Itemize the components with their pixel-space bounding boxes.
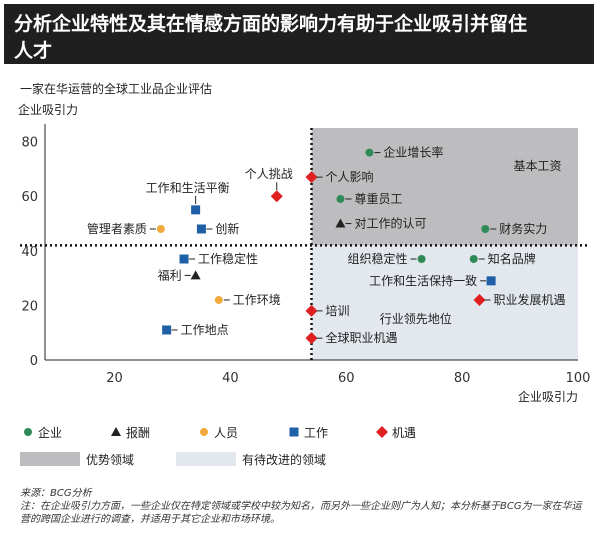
data-point — [486, 276, 496, 286]
title-line-2: 人才 — [14, 40, 53, 62]
x-tick-label: 40 — [222, 371, 239, 386]
data-point — [417, 255, 426, 264]
y-tick-label: 0 — [30, 354, 38, 369]
source-note: 来源：BCG分析 注：在企业吸引力方面，一些企业仅在特定领域或学校中较为知名，而… — [20, 487, 590, 526]
legend-label: 优势领域 — [86, 453, 134, 467]
legend-swatch-improve — [176, 452, 236, 466]
legend-label: 机遇 — [392, 426, 416, 440]
note-line: 注：在企业吸引力方面，一些企业仅在特定领域或学校中较为知名，而另外一些企业则广为… — [20, 501, 582, 525]
data-point — [191, 205, 201, 215]
legend-label: 企业 — [38, 425, 62, 440]
y-tick-label: 20 — [21, 299, 38, 314]
point-label: 工作地点 — [181, 323, 229, 337]
data-point — [336, 194, 345, 203]
quadrant-improve — [311, 245, 578, 360]
data-point — [481, 224, 490, 233]
y-tick-label: 60 — [21, 190, 38, 205]
data-point — [305, 332, 318, 345]
source-line: 来源：BCG分析 — [20, 488, 92, 499]
legend-swatch-advantage — [20, 452, 80, 466]
data-point — [214, 295, 223, 304]
data-point — [190, 270, 201, 280]
data-point — [469, 255, 478, 264]
legend-marker — [289, 427, 299, 437]
data-point — [196, 224, 206, 234]
data-point — [473, 293, 486, 306]
point-label: 培训 — [326, 303, 350, 318]
point-label: 工作稳定性 — [198, 251, 258, 266]
point-label: 知名品牌 — [488, 251, 536, 266]
data-point — [305, 304, 318, 317]
chart-subtitle: 一家在华运营的全球工业品企业评估 — [20, 82, 213, 96]
data-point — [305, 171, 318, 184]
x-tick-label: 60 — [338, 371, 355, 386]
point-label: 个人影响 — [326, 169, 374, 184]
legend-marker — [24, 428, 32, 436]
legend-label: 报酬 — [126, 425, 150, 440]
data-point — [156, 224, 165, 233]
point-label: 创新 — [215, 221, 239, 236]
legend-label: 工作 — [304, 426, 328, 440]
point-label: 工作环境 — [233, 292, 281, 307]
legend-label: 人员 — [214, 426, 238, 440]
legend-marker — [111, 427, 121, 436]
point-label: 福利 — [158, 267, 182, 282]
y-tick-label: 80 — [21, 136, 38, 151]
title-line-1: 分析企业特性及其在情感方面的影响力有助于企业吸引并留住 — [14, 13, 528, 35]
point-label: 对工作的认可 — [354, 216, 426, 231]
point-label: 工作和生活保持一致 — [369, 273, 477, 288]
point-label: 行业领先地位 — [380, 311, 452, 326]
x-axis-title: 企业吸引力 — [518, 389, 578, 404]
legend-marker — [376, 426, 388, 438]
point-label: 管理者素质 — [87, 221, 147, 236]
point-label: 企业增长率 — [383, 145, 443, 160]
header: 分析企业特性及其在情感方面的影响力有助于企业吸引并留住 人才 — [0, 0, 600, 66]
legend-label: 有待改进的领域 — [242, 452, 326, 467]
y-axis-title: 企业吸引力 — [18, 102, 78, 117]
x-tick-label: 20 — [106, 371, 123, 386]
point-label: 财务实力 — [499, 221, 547, 236]
title-bar: 分析企业特性及其在情感方面的影响力有助于企业吸引并留住 人才 — [4, 4, 594, 64]
legend-marker — [200, 428, 208, 436]
y-tick-label: 40 — [21, 245, 38, 260]
quadrant-advantage — [311, 128, 578, 246]
point-label: 基本工资 — [513, 159, 561, 173]
point-label: 尊重员工 — [354, 191, 402, 206]
data-point — [365, 148, 374, 157]
point-label: 全球职业机遇 — [326, 330, 398, 345]
data-point — [179, 254, 189, 264]
x-tick-label: 100 — [566, 371, 591, 386]
data-point — [270, 190, 283, 203]
point-label: 组织稳定性 — [348, 251, 408, 266]
data-point — [335, 218, 346, 228]
x-tick-label: 80 — [454, 371, 471, 386]
data-point — [162, 325, 172, 335]
point-label: 工作和生活平衡 — [146, 181, 230, 195]
point-label: 职业发展机遇 — [494, 292, 566, 307]
point-label: 个人挑战 — [245, 167, 293, 181]
